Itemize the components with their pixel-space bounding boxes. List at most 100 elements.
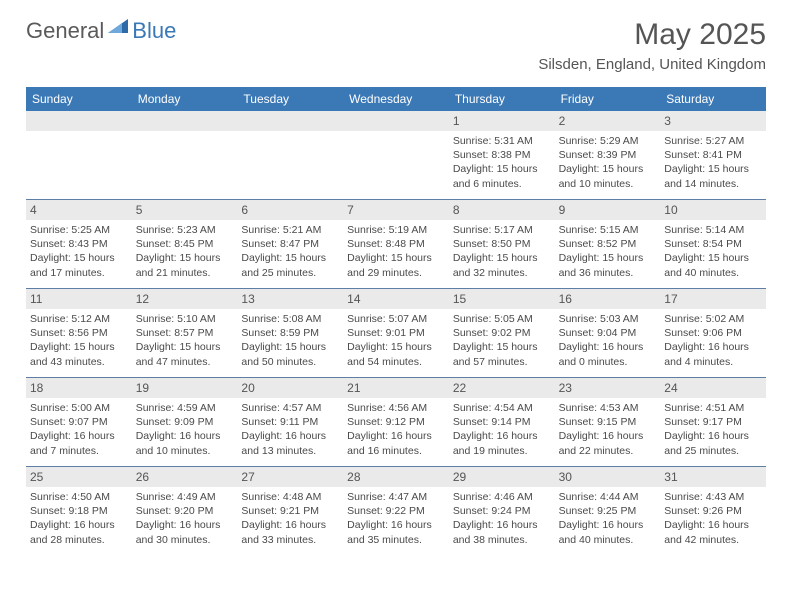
daylight-text-1: Daylight: 15 hours <box>664 251 762 265</box>
daylight-text-2: and 43 minutes. <box>30 355 128 369</box>
day-header-sunday: Sunday <box>26 87 132 111</box>
date-number: 29 <box>449 467 555 487</box>
sunset-text: Sunset: 8:54 PM <box>664 237 762 251</box>
sunset-text: Sunset: 9:24 PM <box>453 504 551 518</box>
sunset-text: Sunset: 9:09 PM <box>136 415 234 429</box>
daylight-text-1: Daylight: 15 hours <box>136 340 234 354</box>
day-cell: 29 Sunrise: 4:46 AMSunset: 9:24 PMDayligh… <box>449 467 555 555</box>
day-cell: 2Sunrise: 5:29 AMSunset: 8:39 PMDaylight… <box>555 111 661 199</box>
date-number: 22 <box>449 378 555 398</box>
sun-info: Sunrise: 4:46 AMSunset: 9:24 PMDaylight:… <box>453 490 551 547</box>
daylight-text-1: Daylight: 16 hours <box>559 518 657 532</box>
daylight-text-2: and 30 minutes. <box>136 533 234 547</box>
date-number: 15 <box>449 289 555 309</box>
sunset-text: Sunset: 9:04 PM <box>559 326 657 340</box>
day-cell: 25Sunrise: 4:50 AMSunset: 9:18 PMDayligh… <box>26 467 132 555</box>
day-cell: 21Sunrise: 4:56 AMSunset: 9:12 PMDayligh… <box>343 378 449 466</box>
day-cell <box>237 111 343 199</box>
date-number: 21 <box>343 378 449 398</box>
sunrise-text: Sunrise: 4:57 AM <box>241 401 339 415</box>
day-cell <box>343 111 449 199</box>
day-cell: 8Sunrise: 5:17 AMSunset: 8:50 PMDaylight… <box>449 200 555 288</box>
daylight-text-2: and 7 minutes. <box>30 444 128 458</box>
day-cell: 11Sunrise: 5:12 AMSunset: 8:56 PMDayligh… <box>26 289 132 377</box>
sun-info: Sunrise: 4:49 AMSunset: 9:20 PMDaylight:… <box>136 490 234 547</box>
sunset-text: Sunset: 9:12 PM <box>347 415 445 429</box>
daylight-text-2: and 54 minutes. <box>347 355 445 369</box>
daylight-text-2: and 32 minutes. <box>453 266 551 280</box>
day-header-monday: Monday <box>132 87 238 111</box>
sunrise-text: Sunrise: 4:54 AM <box>453 401 551 415</box>
sunrise-text: Sunrise: 5:17 AM <box>453 223 551 237</box>
sunrise-text: Sunrise: 5:05 AM <box>453 312 551 326</box>
sun-info: Sunrise: 4:59 AMSunset: 9:09 PMDaylight:… <box>136 401 234 458</box>
date-number: 30 <box>555 467 661 487</box>
sun-info: Sunrise: 5:25 AMSunset: 8:43 PMDaylight:… <box>30 223 128 280</box>
daylight-text-2: and 13 minutes. <box>241 444 339 458</box>
date-number <box>343 111 449 131</box>
daylight-text-1: Daylight: 15 hours <box>453 162 551 176</box>
day-cell: 26Sunrise: 4:49 AMSunset: 9:20 PMDayligh… <box>132 467 238 555</box>
daylight-text-1: Daylight: 15 hours <box>453 340 551 354</box>
date-number: 16 <box>555 289 661 309</box>
sunset-text: Sunset: 8:52 PM <box>559 237 657 251</box>
week-row: 25Sunrise: 4:50 AMSunset: 9:18 PMDayligh… <box>26 466 766 555</box>
sunset-text: Sunset: 8:39 PM <box>559 148 657 162</box>
day-cell: 24Sunrise: 4:51 AMSunset: 9:17 PMDayligh… <box>660 378 766 466</box>
daylight-text-2: and 47 minutes. <box>136 355 234 369</box>
sunrise-text: Sunrise: 4:48 AM <box>241 490 339 504</box>
daylight-text-1: Daylight: 15 hours <box>347 340 445 354</box>
daylight-text-1: Daylight: 15 hours <box>241 340 339 354</box>
sun-info: Sunrise: 5:23 AMSunset: 8:45 PMDaylight:… <box>136 223 234 280</box>
daylight-text-2: and 35 minutes. <box>347 533 445 547</box>
day-cell: 1Sunrise: 5:31 AMSunset: 8:38 PMDaylight… <box>449 111 555 199</box>
sunrise-text: Sunrise: 5:29 AM <box>559 134 657 148</box>
daylight-text-1: Daylight: 15 hours <box>30 251 128 265</box>
logo: General Blue <box>26 18 176 44</box>
sunset-text: Sunset: 8:43 PM <box>30 237 128 251</box>
sun-info: Sunrise: 5:05 AMSunset: 9:02 PMDaylight:… <box>453 312 551 369</box>
sun-info: Sunrise: 5:08 AMSunset: 8:59 PMDaylight:… <box>241 312 339 369</box>
day-cell: 23Sunrise: 4:53 AMSunset: 9:15 PMDayligh… <box>555 378 661 466</box>
sunrise-text: Sunrise: 5:25 AM <box>30 223 128 237</box>
week-row: 18Sunrise: 5:00 AMSunset: 9:07 PMDayligh… <box>26 377 766 466</box>
daylight-text-2: and 40 minutes. <box>559 533 657 547</box>
calendar-page: General Blue May 2025 Silsden, England, … <box>0 0 792 555</box>
sun-info: Sunrise: 5:10 AMSunset: 8:57 PMDaylight:… <box>136 312 234 369</box>
daylight-text-2: and 38 minutes. <box>453 533 551 547</box>
date-number: 14 <box>343 289 449 309</box>
daylight-text-1: Daylight: 16 hours <box>136 429 234 443</box>
sun-info: Sunrise: 5:12 AMSunset: 8:56 PMDaylight:… <box>30 312 128 369</box>
sunrise-text: Sunrise: 4:50 AM <box>30 490 128 504</box>
daylight-text-1: Daylight: 15 hours <box>453 251 551 265</box>
sunset-text: Sunset: 8:48 PM <box>347 237 445 251</box>
sun-info: Sunrise: 4:53 AMSunset: 9:15 PMDaylight:… <box>559 401 657 458</box>
sunrise-text: Sunrise: 4:53 AM <box>559 401 657 415</box>
daylight-text-2: and 25 minutes. <box>664 444 762 458</box>
daylight-text-1: Daylight: 16 hours <box>664 340 762 354</box>
daylight-text-1: Daylight: 15 hours <box>347 251 445 265</box>
sunrise-text: Sunrise: 4:49 AM <box>136 490 234 504</box>
month-title: May 2025 <box>538 18 766 52</box>
sunset-text: Sunset: 9:26 PM <box>664 504 762 518</box>
daylight-text-2: and 4 minutes. <box>664 355 762 369</box>
daylight-text-2: and 10 minutes. <box>559 177 657 191</box>
daylight-text-2: and 57 minutes. <box>453 355 551 369</box>
day-cell: 7Sunrise: 5:19 AMSunset: 8:48 PMDaylight… <box>343 200 449 288</box>
sunset-text: Sunset: 9:25 PM <box>559 504 657 518</box>
date-number: 10 <box>660 200 766 220</box>
sunset-text: Sunset: 9:18 PM <box>30 504 128 518</box>
sunset-text: Sunset: 8:47 PM <box>241 237 339 251</box>
sunrise-text: Sunrise: 5:27 AM <box>664 134 762 148</box>
sun-info: Sunrise: 5:15 AMSunset: 8:52 PMDaylight:… <box>559 223 657 280</box>
day-header-friday: Friday <box>555 87 661 111</box>
week-row: 1Sunrise: 5:31 AMSunset: 8:38 PMDaylight… <box>26 111 766 199</box>
day-header-saturday: Saturday <box>660 87 766 111</box>
sunset-text: Sunset: 9:11 PM <box>241 415 339 429</box>
daylight-text-1: Daylight: 16 hours <box>30 518 128 532</box>
daylight-text-2: and 22 minutes. <box>559 444 657 458</box>
sunset-text: Sunset: 8:57 PM <box>136 326 234 340</box>
sun-info: Sunrise: 5:29 AMSunset: 8:39 PMDaylight:… <box>559 134 657 191</box>
day-cell: 27Sunrise: 4:48 AMSunset: 9:21 PMDayligh… <box>237 467 343 555</box>
date-number: 8 <box>449 200 555 220</box>
